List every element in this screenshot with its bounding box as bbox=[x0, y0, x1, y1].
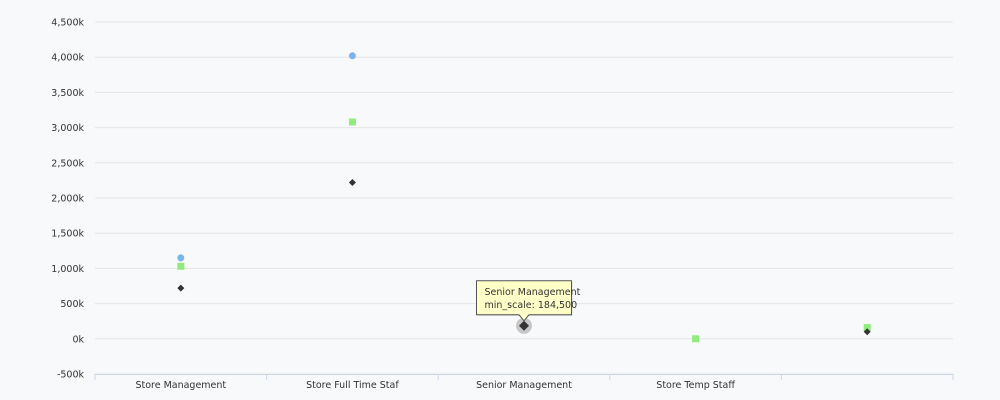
y-tick-label: 3,000k bbox=[51, 123, 84, 134]
tooltip-box bbox=[476, 280, 572, 322]
y-tick-label: 3,500k bbox=[51, 88, 84, 99]
y-tick-label: 4,000k bbox=[51, 53, 84, 64]
x-category-label: Store Management bbox=[135, 380, 226, 391]
data-point-square bbox=[692, 335, 700, 343]
y-tick-label: -500k bbox=[57, 370, 85, 381]
y-tick-label: 4,500k bbox=[51, 18, 84, 29]
data-point-square bbox=[177, 262, 185, 270]
x-category-label: Senior Management bbox=[476, 380, 572, 391]
x-category-label: Store Full Time Staf bbox=[306, 380, 399, 391]
data-point-diamond bbox=[348, 179, 356, 187]
y-tick-label: 2,500k bbox=[51, 158, 84, 169]
y-tick-label: 1,500k bbox=[51, 229, 84, 240]
y-tick-label: 500k bbox=[60, 299, 84, 310]
y-tick-label: 0k bbox=[72, 334, 84, 345]
data-point-diamond bbox=[863, 328, 871, 336]
data-point-diamond bbox=[177, 284, 185, 292]
data-point-circle bbox=[348, 52, 356, 60]
data-point-diamond bbox=[519, 320, 529, 331]
x-category-label: Store Temp Staff bbox=[656, 380, 735, 391]
tooltip-value: min_scale: 184,500 bbox=[485, 300, 578, 311]
tooltip-title: Senior Management bbox=[485, 287, 581, 298]
data-point-square bbox=[863, 324, 871, 332]
data-point-circle bbox=[177, 254, 185, 262]
y-tick-label: 2,000k bbox=[51, 194, 84, 205]
y-tick-label: 1,000k bbox=[51, 264, 84, 275]
data-point-square bbox=[348, 118, 356, 126]
